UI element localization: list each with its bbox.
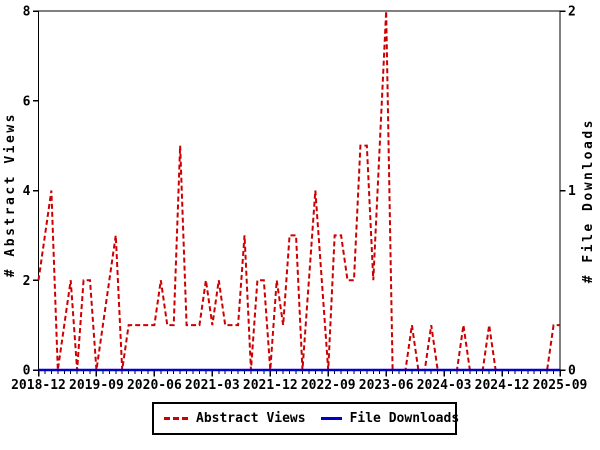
legend-box: Abstract Views File Downloads	[152, 402, 460, 435]
x-axis-date-label: 2023-06	[359, 378, 414, 393]
right-axis-tick-label: 2	[568, 5, 576, 20]
left-axis-title: # Abstract Views	[3, 112, 18, 278]
x-axis-date-label: 2020-06	[127, 378, 182, 393]
solid-line-swatch	[320, 417, 342, 420]
x-axis-date-label: 2024-03	[417, 378, 472, 393]
right-axis-tick-label: 1	[568, 184, 576, 199]
left-axis-tick-label: 8	[23, 5, 31, 20]
left-axis-tick-label: 2	[23, 274, 31, 289]
x-axis-date-label: 2025-09	[533, 378, 588, 393]
left-axis-tick-label: 6	[23, 94, 31, 109]
legend-item-file-downloads: File Downloads	[320, 411, 460, 426]
legend-item-abstract-views: Abstract Views	[164, 411, 306, 426]
x-axis-date-label: 2018-12	[11, 378, 66, 393]
plot-border	[38, 10, 561, 371]
x-axis-date-label: 2022-09	[301, 378, 356, 393]
legend-label: File Downloads	[349, 411, 460, 426]
right-axis-title: # File Downloads	[581, 118, 596, 284]
x-axis-date-label: 2021-12	[243, 378, 298, 393]
legend-label: Abstract Views	[196, 411, 306, 426]
dashed-line-swatch	[164, 417, 188, 420]
x-axis-date-label: 2021-03	[185, 378, 240, 393]
right-axis-tick-label: 0	[568, 364, 576, 379]
x-axis-date-label: 2024-12	[475, 378, 530, 393]
abstract-views-line	[37, 10, 560, 371]
left-axis-tick-label: 4	[23, 184, 31, 199]
left-axis-tick-label: 0	[23, 364, 31, 379]
x-axis-date-label: 2019-09	[69, 378, 124, 393]
